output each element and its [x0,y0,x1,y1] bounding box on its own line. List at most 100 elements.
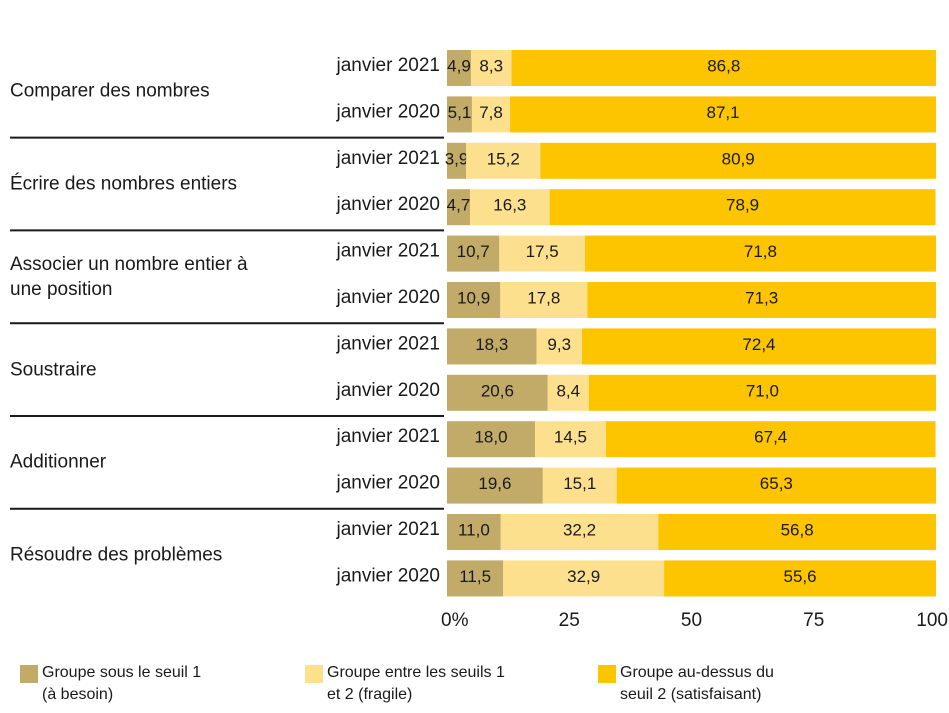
bar-segment [510,96,936,133]
value-label: 86,8 [707,56,740,75]
bar-segment [447,374,548,411]
row-label: janvier 2020 [335,473,440,494]
value-label: 78,9 [726,196,759,215]
x-tick-label: 25 [559,610,580,631]
value-label: 65,3 [760,474,793,493]
x-tick-label: 100 [916,610,948,631]
value-label: 7,8 [479,103,503,122]
group-label: Soustraire [10,359,97,381]
value-label: 10,9 [457,288,490,307]
bar-segment [447,50,471,86]
value-label: 14,5 [554,428,587,447]
group-label: Comparer des nombres [10,80,210,102]
value-label: 55,6 [784,567,817,586]
row-label: janvier 2020 [335,565,440,586]
bar-segment [447,514,501,550]
row-label: janvier 2021 [335,148,440,169]
value-label: 18,0 [474,428,507,447]
legend-text: Groupe entre les seuils 1 et 2 (fragile) [327,664,505,703]
bar-segment [588,374,936,411]
group-label: Associer un nombre entier à une position [10,253,248,300]
bar-segment [503,560,665,597]
bar-segment [466,142,541,179]
row-label: janvier 2021 [335,55,440,76]
row-label: janvier 2020 [335,194,440,215]
bar-segment [447,421,536,458]
bar-segment [471,96,511,133]
value-label: 15,1 [563,474,596,493]
value-label: 20,6 [481,381,514,400]
x-tick-label: 0% [441,610,469,631]
bar-segment [664,560,936,597]
bar-segment [447,560,504,597]
row-label: janvier 2020 [335,380,440,401]
bar-segment [540,142,936,179]
legend-item: Groupe sous le seuil 1 (à besoin) [20,662,210,706]
bar-segment [469,189,550,226]
legend-text: Groupe au-dessus du seuil 2 (satisfaisan… [620,664,774,703]
value-label: 11,5 [459,567,491,586]
value-label: 4,9 [447,56,471,75]
value-label: 17,8 [527,288,560,307]
bar-segment [447,467,543,504]
bar-segment [547,374,589,411]
legend-item: Groupe au-dessus du seuil 2 (satisfaisan… [598,662,783,706]
bar-segment [447,282,501,318]
group-label: Écrire des nombres entiers [10,173,238,195]
value-label: 17,5 [526,242,559,261]
group-label: Résoudre des problèmes [10,544,223,566]
legend-text: Groupe sous le seuil 1 (à besoin) [42,664,202,703]
bar-segment [581,328,936,365]
value-label: 72,4 [742,335,775,354]
bar-segment [536,328,582,365]
value-label: 71,3 [745,288,778,307]
bar-segment [470,50,512,86]
bar-segment [447,235,500,272]
value-label: 8,3 [479,56,503,75]
bar-segment [447,328,537,365]
bar-segment [500,282,588,318]
bar-segment [616,467,936,504]
bar-segment [549,189,936,226]
value-label: 71,0 [746,381,779,400]
row-label: janvier 2021 [335,426,440,447]
row-label: janvier 2020 [335,287,440,308]
value-label: 32,9 [567,567,600,586]
row-label: janvier 2021 [335,519,440,540]
value-label: 80,9 [722,149,755,168]
row-label: janvier 2021 [335,333,440,354]
group-label: Additionner [10,451,107,473]
x-tick-label: 75 [803,610,824,631]
value-label: 87,1 [706,103,739,122]
bar-segment [587,282,936,318]
legend-swatch [20,665,38,683]
row-label: janvier 2020 [335,101,440,122]
row-label: janvier 2021 [335,241,440,262]
bar-segment [500,514,659,550]
value-label: 11,0 [458,520,490,539]
value-label: 10,7 [457,242,490,261]
value-label: 15,2 [487,149,520,168]
value-label: 4,7 [447,196,471,215]
bar-segment [511,50,936,86]
value-label: 71,8 [744,242,777,261]
value-label: 5,1 [448,103,472,122]
x-tick-label: 50 [681,610,702,631]
bar-segment [535,421,606,458]
value-label: 19,6 [478,474,511,493]
bar-segment [605,421,936,458]
legend-item: Groupe entre les seuils 1 et 2 (fragile) [305,662,520,706]
bar-segment [447,142,467,179]
value-label: 56,8 [781,520,814,539]
value-label: 9,3 [547,335,571,354]
bar-segment [584,235,936,272]
legend-swatch [598,665,616,683]
value-label: 32,2 [563,520,596,539]
bar-segment [658,514,936,550]
bar-segment [447,189,470,226]
value-label: 16,3 [493,196,526,215]
legend-swatch [305,665,323,683]
bar-segment [499,235,585,272]
